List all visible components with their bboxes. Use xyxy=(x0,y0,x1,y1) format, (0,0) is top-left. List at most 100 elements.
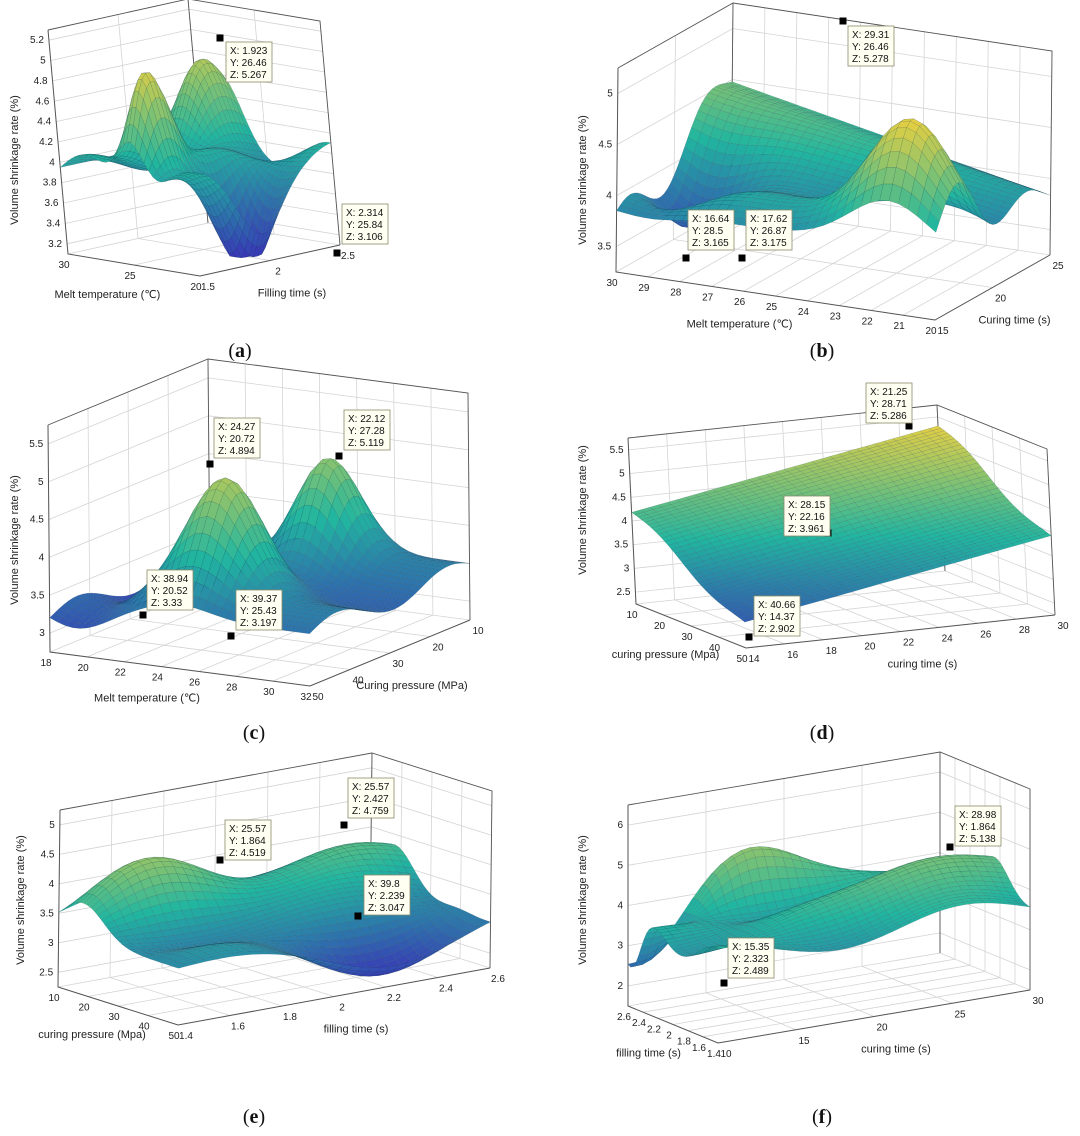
y-tick-label: 1.5 xyxy=(201,282,215,293)
z-tick-label: 5 xyxy=(38,477,44,488)
datatip-line: X: 17.62 xyxy=(750,214,788,225)
x-tick-label: 27 xyxy=(702,292,714,303)
z-tick-label: 4.2 xyxy=(39,137,53,148)
x-tick-label: 28 xyxy=(226,682,238,693)
z-tick-label: 3.2 xyxy=(48,239,62,250)
datatip-marker xyxy=(738,254,746,262)
z-tick-label: 5.5 xyxy=(29,439,43,450)
z-tick-label: 5.5 xyxy=(610,445,624,456)
datatip-line: Z: 2.902 xyxy=(758,624,795,635)
datatip-line: Y: 20.72 xyxy=(218,434,255,445)
axis-lines xyxy=(47,29,341,277)
z-tick-label: 4.4 xyxy=(37,117,51,128)
datatip-mid: X: 28.15Y: 22.16Z: 3.961 xyxy=(783,495,832,537)
datatip-marker xyxy=(905,422,913,430)
y-gridline xyxy=(944,570,1056,616)
datatip-line: X: 21.25 xyxy=(870,387,908,398)
datatip-line: Z: 5.286 xyxy=(870,411,907,422)
z-tick-label: 4 xyxy=(621,516,627,527)
z-tick-label: 3 xyxy=(39,628,45,639)
y-tick-label: 2 xyxy=(275,267,281,278)
surface-e xyxy=(58,842,491,977)
z-tick-label: 3.5 xyxy=(597,242,611,253)
datatip-line: X: 1.923 xyxy=(230,46,268,57)
y-gridline xyxy=(867,578,978,624)
y-tick-label: 25 xyxy=(1052,261,1064,272)
z-gridline xyxy=(59,796,492,855)
x-tick-label: 30 xyxy=(681,632,693,643)
x-tick-label: 28 xyxy=(670,288,682,299)
datatip-line: X: 29.31 xyxy=(852,30,890,41)
z-tick-label: 5 xyxy=(607,89,613,100)
x-tick-label: 50 xyxy=(736,654,748,665)
x-tick-label: 25 xyxy=(124,271,136,282)
datatip-marker xyxy=(839,17,847,25)
datatip-max: X: 22.12Y: 27.28Z: 5.119 xyxy=(335,409,391,460)
datatip-line: Z: 3.175 xyxy=(750,238,787,249)
datatip-line: Z: 3.165 xyxy=(692,238,729,249)
x-tick-label: 25 xyxy=(766,302,778,313)
x-tick-label: 21 xyxy=(894,321,906,332)
x-tick-label: 18 xyxy=(40,658,52,669)
y-tick-label: 20 xyxy=(864,642,876,653)
datatip-line: Y: 26.87 xyxy=(750,226,787,237)
z-tick-label: 3.5 xyxy=(31,590,45,601)
x-tick-label: 20 xyxy=(78,663,90,674)
z-tick-label: 4.5 xyxy=(30,515,44,526)
datatip-line: Y: 25.84 xyxy=(346,220,383,231)
z-axis-label: Volume shrinkage rate (%) xyxy=(577,115,589,245)
x-axis-label: Melt temperature (℃) xyxy=(687,319,793,331)
datatip-marker xyxy=(206,460,214,468)
datatip-line: X: 22.12 xyxy=(348,414,386,425)
x-tick-label: 24 xyxy=(798,307,810,318)
surface-cell xyxy=(310,149,320,154)
z-tick-label: 3 xyxy=(624,563,630,574)
x-tick-label: 30 xyxy=(263,687,275,698)
x-tick-label: 26 xyxy=(734,297,746,308)
datatip-marker xyxy=(333,249,341,257)
datatip-line: Y: 28.71 xyxy=(870,399,907,410)
datatip-marker xyxy=(227,632,235,640)
datatip-line: X: 40.66 xyxy=(758,600,796,611)
z-tick-label: 5 xyxy=(40,56,46,67)
z-tick-label: 3.4 xyxy=(46,218,60,229)
datatip-line: X: 28.15 xyxy=(788,500,826,511)
datatip-line: X: 16.64 xyxy=(692,214,730,225)
datatip-marker xyxy=(139,611,147,619)
x-tick-label: 20 xyxy=(654,621,666,632)
y-tick-label: 20 xyxy=(995,294,1007,305)
datatip-line: Y: 28.5 xyxy=(692,226,724,237)
y-axis-label: Filling time (s) xyxy=(258,288,326,300)
z-tick-label: 5 xyxy=(619,469,625,480)
y-gridline xyxy=(109,977,231,1016)
y-tick-label: 18 xyxy=(826,646,838,657)
z-tick-label: 4 xyxy=(49,157,55,168)
y-gridline xyxy=(213,958,335,997)
datatip-line: Y: 22.16 xyxy=(788,512,825,523)
y-tick-label: 24 xyxy=(942,633,954,644)
x-axis-label: curing pressure (Mpa) xyxy=(612,649,720,661)
datatip-marker xyxy=(216,34,224,42)
x-tick-label: 24 xyxy=(152,673,164,684)
y-tick-label: 16 xyxy=(787,650,799,661)
x-axis-label: Melt temperature (℃) xyxy=(94,692,200,704)
z-tick-label: 4.6 xyxy=(35,96,49,107)
y-tick-label: 10 xyxy=(472,626,484,637)
z-gridline xyxy=(50,29,323,61)
z-gridline xyxy=(67,212,340,245)
y-axis-label: curing time (s) xyxy=(888,659,958,671)
surface-a xyxy=(59,58,332,259)
y-tick-label: 30 xyxy=(392,659,404,670)
datatip-line: Y: 14.37 xyxy=(758,612,795,623)
datatip-min: X: 16.64Y: 28.5Z: 3.165 xyxy=(682,209,735,262)
datatip-marker xyxy=(745,633,753,641)
y-axis-label: Curing pressure (MPa) xyxy=(356,680,467,692)
z-tick-label: 3.5 xyxy=(614,540,628,551)
x-tick-label: 22 xyxy=(115,668,127,679)
z-tick-label: 4.5 xyxy=(598,140,612,151)
datatip-line: X: 2.314 xyxy=(346,208,384,219)
